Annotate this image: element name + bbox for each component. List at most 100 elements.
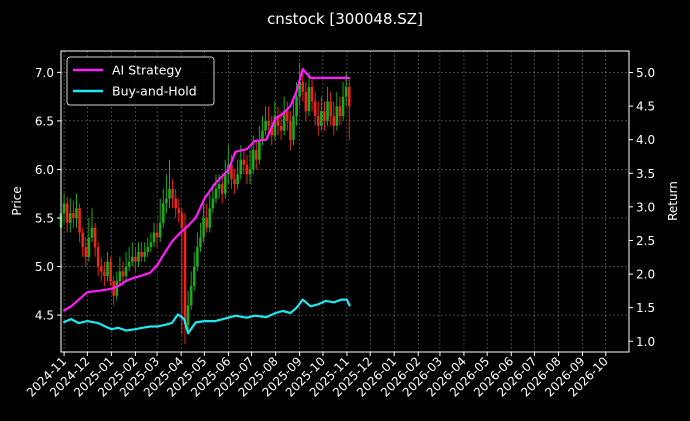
legend-box (66, 56, 215, 106)
candle-body (65, 203, 69, 223)
y-right-tick-label: 4.0 (636, 133, 655, 147)
y-axis-left: 4.5 5.0 5.5 6.0 6.5 7.0 (35, 66, 61, 323)
candle-body (115, 281, 119, 296)
candle-body (304, 91, 308, 112)
y-axis-right: 1.0 1.5 2.0 2.5 3.0 3.5 4.0 4.5 5.0 (629, 66, 655, 349)
y-left-tick-label: 6.0 (35, 163, 54, 177)
candle-body (223, 174, 227, 194)
candle-body (177, 208, 181, 214)
candle-body (344, 86, 348, 97)
series-line-buy-and-hold (62, 298, 351, 335)
candle-body (103, 271, 106, 277)
y-right-tick-label: 2.0 (636, 268, 655, 282)
candle-body (192, 266, 196, 286)
candle-body (320, 111, 323, 126)
candle-body (68, 213, 72, 223)
y-right-tick-label: 2.5 (636, 234, 655, 248)
candle-body (146, 247, 150, 252)
candle-body (248, 169, 252, 175)
candle-body (118, 271, 122, 282)
candle-body (285, 111, 289, 121)
candle-body (199, 237, 202, 248)
candle-body (81, 232, 84, 248)
candle-body (217, 184, 221, 189)
legend: AI Strategy Buy-and-Hold (66, 56, 215, 106)
x-axis: 2024-112024-122025-012025-022025-032025-… (24, 352, 611, 400)
candle-body (258, 140, 261, 160)
candle-body (134, 256, 137, 262)
candle-body (313, 101, 317, 117)
candle-body (174, 198, 177, 209)
y-right-tick-label: 3.5 (636, 167, 655, 181)
candle-body (251, 150, 255, 170)
candle-body (124, 266, 128, 277)
grid (61, 51, 629, 352)
candle-body (196, 247, 199, 267)
candle-body (171, 188, 174, 199)
candle-body (106, 261, 109, 277)
candle-body (298, 82, 301, 97)
candle-body (121, 271, 125, 277)
candle-body (289, 120, 292, 141)
candle-body (264, 120, 267, 131)
candle-body (130, 256, 134, 262)
candle-body (96, 247, 100, 267)
candle-body (109, 261, 112, 282)
legend-label: AI Strategy (112, 63, 182, 78)
y-left-tick-label: 5.0 (35, 260, 54, 274)
candle-body (99, 266, 103, 272)
candle-body (332, 116, 336, 126)
y-axis-left-label: Price (10, 186, 24, 215)
y-left-tick-label: 5.5 (35, 212, 54, 226)
legend-label: Buy-and-Hold (112, 84, 197, 99)
candle-body (189, 285, 193, 306)
candle-body (208, 208, 212, 228)
candle-body (239, 159, 243, 175)
candle-body (152, 232, 156, 243)
y-right-tick-label: 3.0 (636, 200, 655, 214)
candle-body (323, 111, 326, 121)
y-left-tick-label: 6.5 (35, 114, 54, 128)
candle-body (75, 208, 78, 219)
series-line-ai-strategy (62, 67, 350, 312)
candle-body (236, 174, 239, 185)
y-left-tick-label: 7.0 (35, 66, 54, 80)
candle-body (165, 198, 168, 204)
series-lines (62, 67, 351, 335)
candle-body (273, 116, 277, 136)
candle-body (295, 96, 298, 117)
candle-body (270, 125, 274, 136)
candle-body (211, 198, 215, 209)
candle-body (143, 251, 146, 257)
candle-body (87, 237, 91, 257)
y-axis-right-label: Return (666, 181, 680, 221)
candle-body (137, 251, 140, 262)
candle-body (245, 164, 249, 175)
candle-body (341, 96, 345, 117)
y-right-tick-label: 4.5 (636, 100, 655, 114)
candle-body (329, 101, 332, 117)
candle-body (72, 213, 75, 219)
candle-body (279, 125, 283, 131)
candle-body (84, 247, 88, 257)
candle-body (149, 242, 153, 248)
candle-body (261, 130, 264, 141)
candle-body (338, 106, 342, 117)
candle-body (158, 222, 162, 238)
y-right-tick-label: 1.5 (636, 301, 655, 315)
candle-body (254, 150, 258, 160)
candle-body (62, 203, 66, 214)
y-right-tick-label: 5.0 (636, 66, 655, 80)
candle-body (282, 111, 286, 131)
candle-body (93, 227, 97, 248)
candle-body (242, 159, 246, 165)
candle-body (161, 203, 165, 223)
chart-title: cnstock [300048.SZ] (267, 10, 423, 28)
candle-body (335, 106, 339, 126)
candle-body (347, 86, 351, 107)
candle-body (127, 261, 131, 267)
candle-body (267, 120, 270, 126)
candle-body (202, 218, 205, 238)
candle-body (233, 179, 236, 185)
